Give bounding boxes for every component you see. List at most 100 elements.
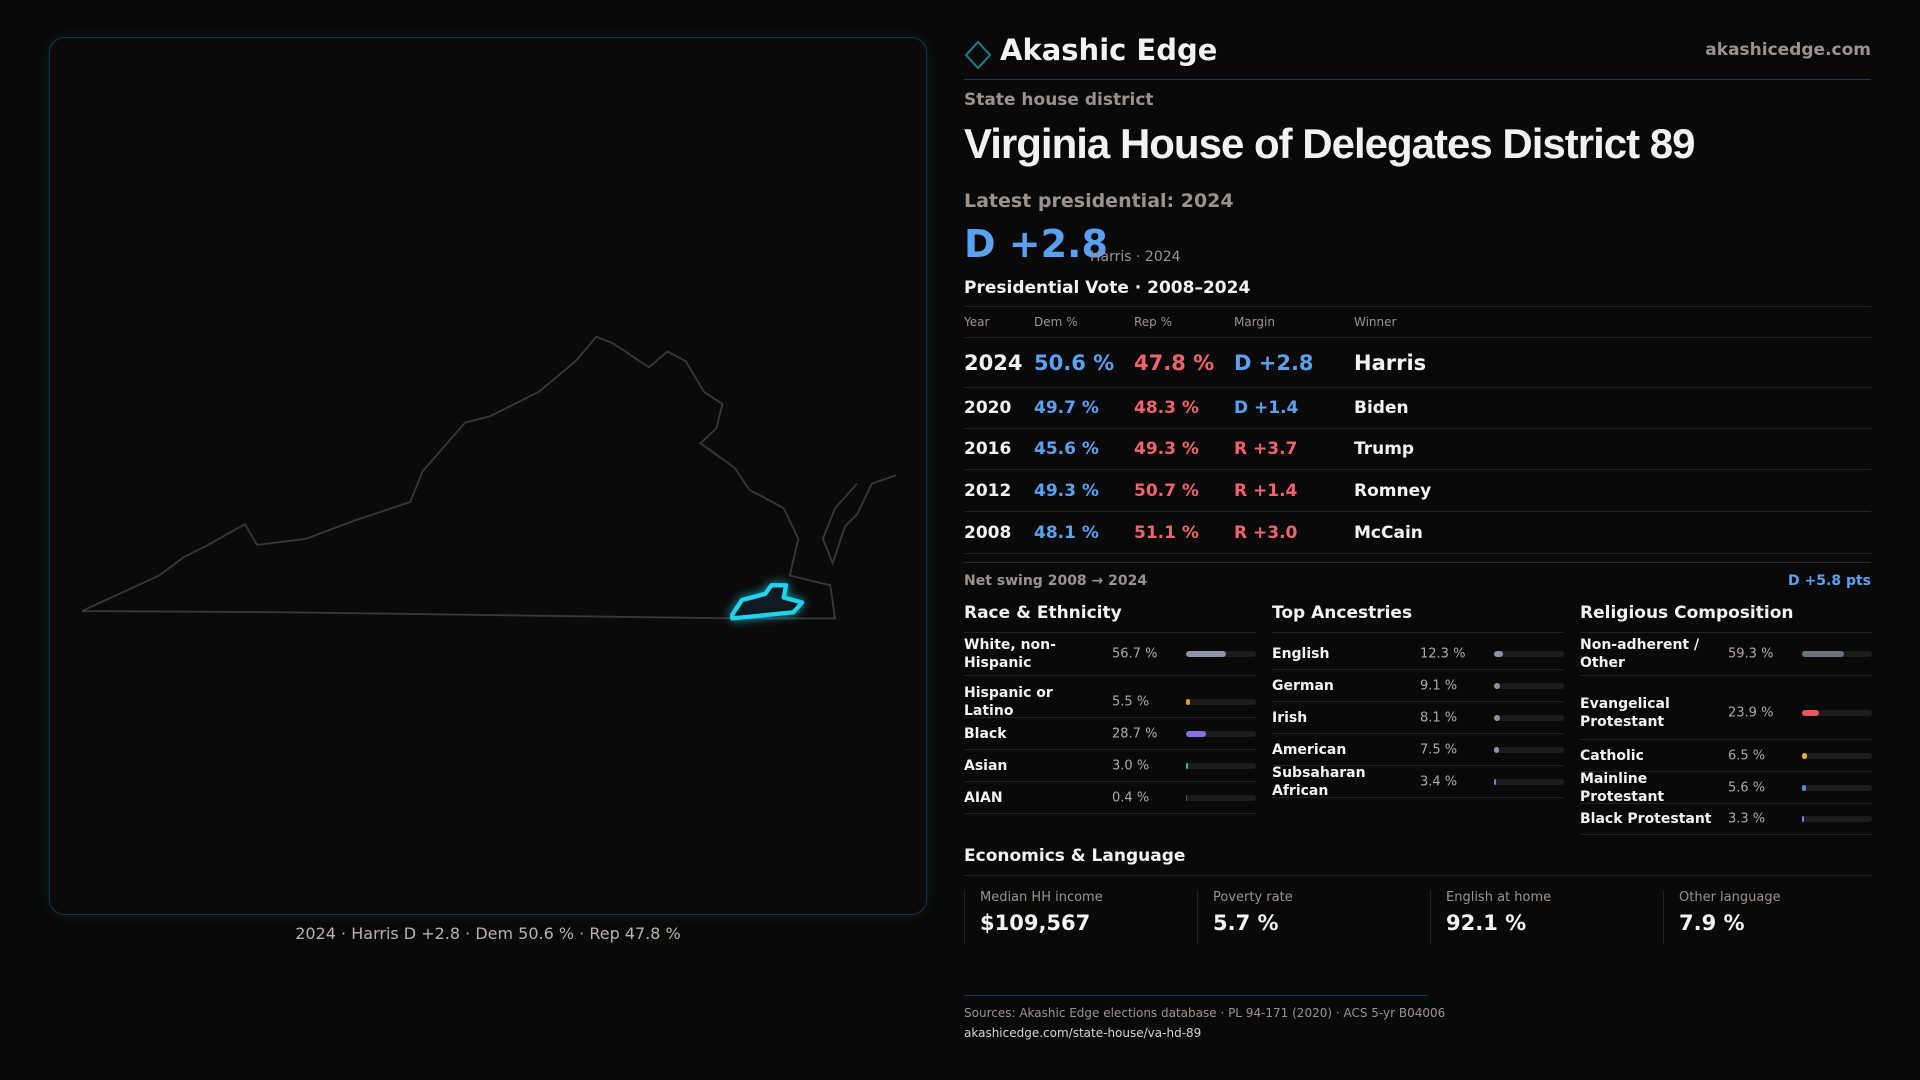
cell-margin: R +3.0 <box>1234 522 1298 543</box>
stat-bar-fill <box>1802 650 1844 657</box>
cell-winner: Harris <box>1354 350 1427 375</box>
stat-label: AIAN <box>964 789 1003 806</box>
map-panel[interactable] <box>49 37 927 915</box>
stat-bar-fill <box>1802 784 1806 791</box>
stat-value: 5.5 % <box>1112 694 1150 709</box>
stat-row: German 9.1 % <box>1272 670 1564 702</box>
cell-dem: 50.6 % <box>1034 350 1115 375</box>
stat-value: 3.0 % <box>1112 758 1150 773</box>
footer-url[interactable]: akashicedge.com/state-house/va-hd-89 <box>964 1026 1202 1040</box>
stat-bar <box>1802 784 1872 791</box>
econ-value: $109,567 <box>980 911 1091 935</box>
column-header: Year <box>964 314 990 329</box>
cell-rep: 51.1 % <box>1134 522 1199 543</box>
stat-value: 12.3 % <box>1420 646 1466 661</box>
cell-year: 2020 <box>964 398 1012 418</box>
stat-value: 8.1 % <box>1420 710 1458 725</box>
stat-bar <box>1494 714 1564 721</box>
stat-row: Subsaharan African 3.4 % <box>1272 764 1564 799</box>
section-title: Religious Composition <box>1580 603 1794 623</box>
stat-row: Black Protestant 3.3 % <box>1580 804 1872 835</box>
stat-bar <box>1186 698 1256 705</box>
econ-stat: Median HH income $109,567 <box>964 890 1186 944</box>
cell-winner: Romney <box>1354 480 1432 501</box>
stat-bar <box>1494 650 1564 657</box>
econ-title: Economics & Language <box>964 846 1186 866</box>
brand-name: Akashic Edge <box>1000 33 1218 67</box>
stat-bar-fill <box>1494 682 1501 689</box>
section-title: Top Ancestries <box>1272 603 1413 623</box>
stat-row: Irish 8.1 % <box>1272 702 1564 734</box>
stat-row: Non-adherent / Other 59.3 % <box>1580 632 1872 676</box>
stat-label: Mainline Protestant <box>1580 770 1665 805</box>
stat-row: American 7.5 % <box>1272 734 1564 766</box>
stat-label: American <box>1272 741 1347 758</box>
econ-stat: English at home 92.1 % <box>1430 890 1652 944</box>
cell-rep: 49.3 % <box>1134 439 1199 459</box>
cell-winner: Trump <box>1354 439 1415 459</box>
stat-row: Black 28.7 % <box>964 718 1256 750</box>
stat-bar-fill <box>1186 650 1226 657</box>
section-title: Race & Ethnicity <box>964 603 1122 623</box>
cell-winner: McCain <box>1354 522 1423 543</box>
stat-value: 3.4 % <box>1420 774 1458 789</box>
cell-margin: R +1.4 <box>1234 480 1298 501</box>
cell-rep: 48.3 % <box>1134 398 1199 418</box>
stat-value: 56.7 % <box>1112 646 1158 661</box>
divider <box>964 306 1871 307</box>
stat-bar-fill <box>1802 709 1819 716</box>
divider <box>1272 632 1564 633</box>
latest-margin-sub: Harris · 2024 <box>1090 249 1181 265</box>
cell-year: 2016 <box>964 439 1012 459</box>
stat-label: Subsaharan African <box>1272 764 1366 799</box>
stat-label: Black Protestant <box>1580 811 1712 827</box>
stat-bar <box>1494 746 1564 753</box>
stat-bar <box>1494 682 1564 689</box>
stat-label: English <box>1272 645 1330 662</box>
stat-label: Asian <box>964 757 1008 774</box>
table-row: 2016 45.6 % 49.3 % R +3.7 Trump <box>964 429 1871 470</box>
econ-value: 5.7 % <box>1213 911 1279 935</box>
stat-bar <box>1802 752 1872 759</box>
stat-value: 3.3 % <box>1728 811 1766 827</box>
stat-bar <box>1186 794 1256 801</box>
stat-value: 59.3 % <box>1728 646 1774 661</box>
swing-label: Net swing 2008 → 2024 <box>964 573 1148 589</box>
stat-label: Catholic <box>1580 747 1644 764</box>
table-row: 2024 50.6 % 47.8 % D +2.8 Harris <box>964 338 1871 388</box>
stat-bar-fill <box>1802 816 1805 822</box>
stat-label: White, non-Hispanic <box>964 636 1056 671</box>
table-row: 2012 49.3 % 50.7 % R +1.4 Romney <box>964 470 1871 512</box>
stat-bar <box>1802 650 1872 657</box>
column-header: Winner <box>1354 314 1397 329</box>
column-header: Margin <box>1234 314 1275 329</box>
stat-row: White, non-Hispanic 56.7 % <box>964 632 1256 676</box>
site-link[interactable]: akashicedge.com <box>1705 40 1871 60</box>
cell-margin: D +1.4 <box>1234 398 1299 418</box>
stat-label: Hispanic or Latino <box>964 684 1053 719</box>
page-title: Virginia House of Delegates District 89 <box>964 120 1695 167</box>
stat-bar <box>1186 650 1256 657</box>
stat-bar <box>1494 778 1564 785</box>
stat-label: Non-adherent / Other <box>1580 636 1700 671</box>
pres-title: Presidential Vote · 2008–2024 <box>964 278 1251 298</box>
table-row: 2008 48.1 % 51.1 % R +3.0 McCain <box>964 512 1871 554</box>
footer-divider <box>964 995 1428 996</box>
stat-bar-fill <box>1494 714 1500 721</box>
stat-row: Catholic 6.5 % <box>1580 740 1872 772</box>
table-header: Year Dem % Rep % Margin Winner <box>964 306 1871 338</box>
cell-year: 2012 <box>964 480 1012 501</box>
sources: Sources: Akashic Edge elections database… <box>964 1006 1446 1020</box>
stat-bar-fill <box>1494 650 1503 657</box>
stat-bar <box>1802 709 1872 716</box>
econ-label: English at home <box>1446 890 1552 905</box>
stat-bar-fill <box>1494 778 1497 785</box>
stat-bar <box>1802 816 1872 822</box>
cell-dem: 48.1 % <box>1034 522 1099 543</box>
stat-bar <box>1186 730 1256 737</box>
cell-dem: 45.6 % <box>1034 439 1099 459</box>
stat-bar-fill <box>1186 698 1190 705</box>
stat-label: Black <box>964 725 1007 742</box>
divider <box>964 562 1871 563</box>
stat-row: AIAN 0.4 % <box>964 782 1256 814</box>
